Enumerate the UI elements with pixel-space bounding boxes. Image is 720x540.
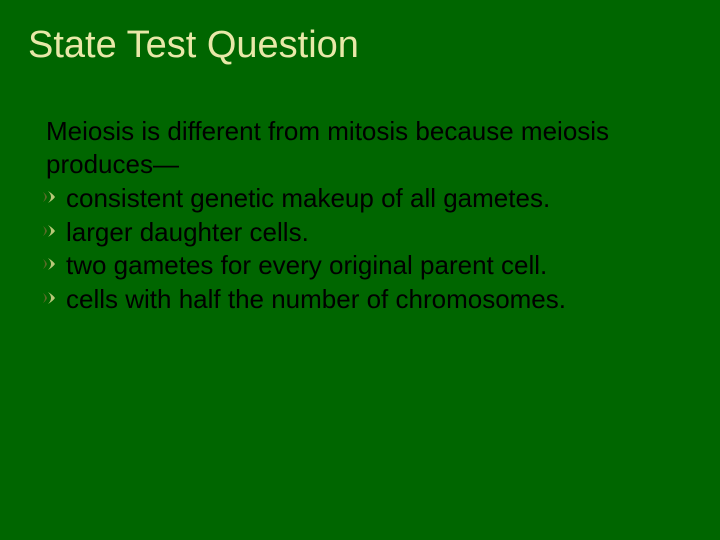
answer-option-text: larger daughter cells. [66, 217, 309, 247]
bullet-icon [42, 257, 56, 271]
slide-title: State Test Question [28, 24, 692, 67]
bullet-icon [42, 224, 56, 238]
bullet-icon [42, 190, 56, 204]
answer-option-text: cells with half the number of chromosome… [66, 284, 566, 314]
question-stem: Meiosis is different from mitosis becaus… [28, 115, 692, 180]
answer-option: cells with half the number of chromosome… [46, 283, 692, 316]
answer-option-text: two gametes for every original parent ce… [66, 250, 547, 280]
answer-option: two gametes for every original parent ce… [46, 249, 692, 282]
answer-option-text: consistent genetic makeup of all gametes… [66, 183, 550, 213]
answer-option: larger daughter cells. [46, 216, 692, 249]
answer-options-list: consistent genetic makeup of all gametes… [28, 182, 692, 315]
bullet-icon [42, 291, 56, 305]
answer-option: consistent genetic makeup of all gametes… [46, 182, 692, 215]
